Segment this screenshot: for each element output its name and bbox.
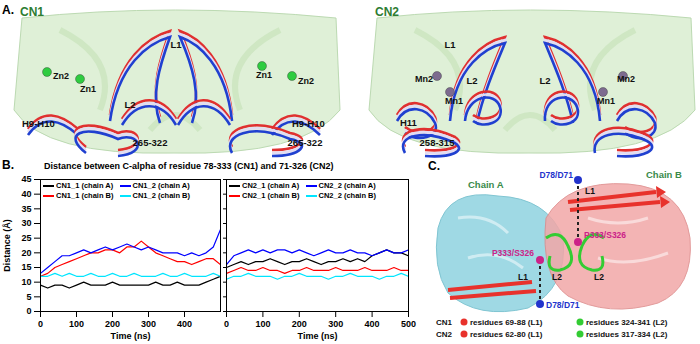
svg-text:L2: L2 bbox=[124, 99, 135, 110]
svg-text:258-315: 258-315 bbox=[420, 137, 456, 148]
svg-text:200: 200 bbox=[105, 319, 120, 329]
svg-text:35: 35 bbox=[21, 204, 31, 214]
svg-text:Distance (Å): Distance (Å) bbox=[2, 219, 12, 272]
svg-text:Zn2: Zn2 bbox=[298, 76, 314, 86]
svg-text:residues 317-334 (L2): residues 317-334 (L2) bbox=[586, 330, 668, 339]
svg-text:L1: L1 bbox=[444, 39, 456, 50]
html-text:CN2_1 (chain B): CN2_1 (chain B) bbox=[242, 191, 300, 200]
svg-text:Mn1: Mn1 bbox=[445, 96, 463, 106]
svg-text:Zn2: Zn2 bbox=[53, 71, 69, 81]
svg-text:H9-H10: H9-H10 bbox=[292, 118, 325, 129]
svg-text:L2: L2 bbox=[594, 272, 604, 282]
svg-text:Time (ns): Time (ns) bbox=[298, 331, 338, 341]
html-text:CN2_1 (chain A): CN2_1 (chain A) bbox=[242, 181, 300, 190]
svg-text:0: 0 bbox=[38, 319, 43, 329]
svg-text:residues 62-80 (L1): residues 62-80 (L1) bbox=[470, 330, 543, 339]
svg-text:40: 40 bbox=[21, 189, 31, 199]
svg-text:C.: C. bbox=[428, 159, 440, 173]
svg-text:0: 0 bbox=[26, 306, 31, 316]
svg-text:Chain B: Chain B bbox=[646, 169, 682, 180]
svg-text:D78/D71: D78/D71 bbox=[539, 170, 573, 180]
html-text:CN1_2 (chain A): CN1_2 (chain A) bbox=[132, 181, 190, 190]
svg-text:100: 100 bbox=[255, 319, 270, 329]
svg-text:Chain A: Chain A bbox=[468, 179, 504, 190]
svg-text:Mn2: Mn2 bbox=[415, 74, 433, 84]
svg-text:P333/S326: P333/S326 bbox=[584, 230, 626, 240]
svg-text:residues 324-341 (L2): residues 324-341 (L2) bbox=[586, 318, 668, 327]
svg-text:L1: L1 bbox=[170, 39, 182, 50]
svg-text:300: 300 bbox=[141, 319, 156, 329]
html-text:B.: B. bbox=[2, 158, 14, 172]
svg-text:P333/S326: P333/S326 bbox=[492, 248, 534, 258]
svg-text:10: 10 bbox=[21, 277, 31, 287]
svg-text:residues 69-88 (L1): residues 69-88 (L1) bbox=[470, 318, 543, 327]
svg-text:265-322: 265-322 bbox=[288, 137, 323, 148]
html-text:CN2_2 (chain B): CN2_2 (chain B) bbox=[318, 191, 376, 200]
svg-text:15: 15 bbox=[21, 262, 31, 272]
svg-text:CN2: CN2 bbox=[375, 5, 399, 19]
html-text:CN2_2 (chain A): CN2_2 (chain A) bbox=[318, 181, 376, 190]
svg-text:5: 5 bbox=[26, 292, 31, 302]
svg-text:L1: L1 bbox=[518, 272, 528, 282]
svg-text:25: 25 bbox=[21, 233, 31, 243]
svg-text:CN2: CN2 bbox=[436, 330, 453, 339]
svg-text:CN1: CN1 bbox=[436, 318, 453, 327]
svg-text:0: 0 bbox=[224, 319, 229, 329]
svg-text:30: 30 bbox=[21, 218, 31, 228]
svg-text:L1: L1 bbox=[585, 186, 595, 196]
svg-text:A.: A. bbox=[2, 3, 14, 17]
svg-text:200: 200 bbox=[292, 319, 307, 329]
svg-text:300: 300 bbox=[328, 319, 343, 329]
html-text:Distance between C-alpha of re: Distance between C-alpha of residue 78-3… bbox=[44, 161, 334, 171]
svg-text:400: 400 bbox=[177, 319, 192, 329]
svg-text:L2: L2 bbox=[539, 75, 550, 86]
svg-text:45: 45 bbox=[21, 174, 31, 184]
svg-text:265-322: 265-322 bbox=[133, 137, 168, 148]
svg-text:Zn1: Zn1 bbox=[80, 84, 96, 94]
html-text:CN1_1 (chain B): CN1_1 (chain B) bbox=[56, 191, 114, 200]
svg-text:100: 100 bbox=[69, 319, 84, 329]
svg-text:L2: L2 bbox=[552, 272, 562, 282]
svg-text:H11: H11 bbox=[400, 117, 418, 128]
svg-text:H9-H10: H9-H10 bbox=[22, 118, 55, 129]
svg-text:CN1: CN1 bbox=[20, 5, 44, 19]
svg-text:D78/D71: D78/D71 bbox=[546, 300, 580, 310]
svg-text:20: 20 bbox=[21, 248, 31, 258]
html-text:CN1_1 (chain A): CN1_1 (chain A) bbox=[56, 181, 114, 190]
svg-text:Time (ns): Time (ns) bbox=[111, 331, 151, 341]
svg-text:Mn1: Mn1 bbox=[597, 96, 615, 106]
svg-text:400: 400 bbox=[365, 319, 380, 329]
svg-text:L2: L2 bbox=[466, 75, 477, 86]
svg-text:Zn1: Zn1 bbox=[256, 70, 272, 80]
svg-text:500: 500 bbox=[401, 319, 416, 329]
svg-text:Mn2: Mn2 bbox=[617, 74, 635, 84]
html-text:CN1_2 (chain B): CN1_2 (chain B) bbox=[132, 191, 190, 200]
